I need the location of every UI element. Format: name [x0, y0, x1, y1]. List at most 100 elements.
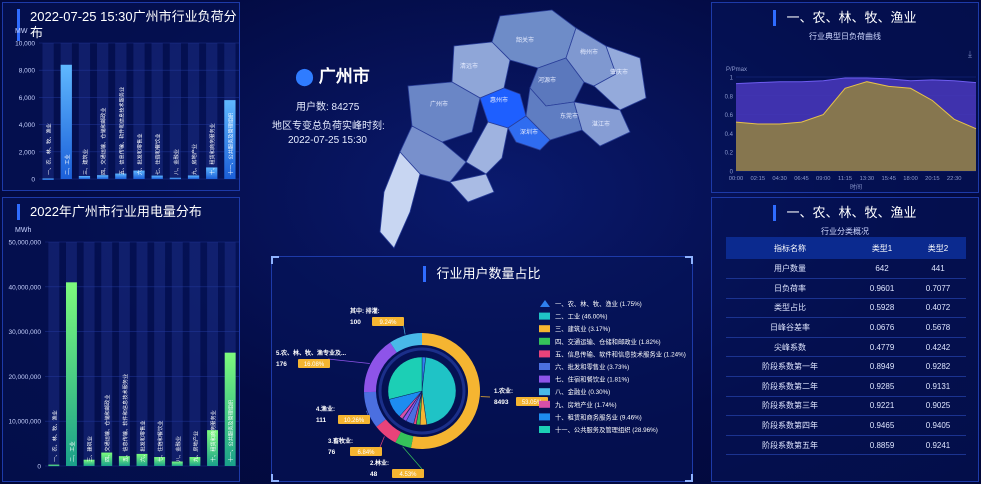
y-tick-label: 0.8	[725, 94, 734, 100]
ring-slice	[390, 333, 422, 353]
bar	[97, 175, 109, 179]
callout-count: 48	[370, 471, 378, 478]
legend-marker	[539, 426, 550, 433]
table-cell: 阶段系数第四年	[726, 415, 855, 436]
bar-background	[48, 242, 60, 466]
panel-subtitle: 行业分类概况	[821, 227, 869, 236]
category-label: 九、房地产业	[190, 144, 198, 175]
y-tick-label: 0.2	[725, 151, 734, 157]
table-row: 阶段系数第一年 0.8949 0.9282	[726, 356, 966, 378]
table-cell: 441	[910, 259, 966, 280]
map-region-label: 广州市	[430, 100, 448, 108]
download-icon[interactable]: ⤓	[968, 49, 972, 59]
table-cell: 0.9465	[854, 415, 911, 436]
legend-label: 六、批发和零售业 (3.73%)	[555, 362, 629, 371]
category-label: 十、租赁和商务服务业	[208, 123, 216, 175]
column-header: 指标名称	[726, 237, 855, 259]
legend-marker	[539, 325, 550, 333]
legend-label: 一、农、林、牧、渔业 (1.75%)	[555, 299, 642, 308]
table-cell: 0.8949	[854, 356, 911, 378]
location-pin-icon: ⬤	[295, 67, 315, 86]
load-bar-chart: MW 0 2,000 4,000 6,000 8,000 10,000 一、农、林、牧、渔业二…	[15, 28, 239, 184]
category-label: 八、金融业	[172, 149, 180, 175]
callout-name: 4.渔业:	[316, 405, 335, 413]
category-label: 五、信息传输、软件和信息技术服务业	[121, 374, 129, 462]
x-tick-label: 22:30	[947, 176, 962, 182]
table-cell: 0.9221	[854, 396, 911, 417]
map-region-label: 梅州市	[580, 48, 598, 56]
pie-slice	[387, 356, 423, 400]
category-label: 六、批发和零售业	[136, 133, 144, 175]
panel-title: 一、农、林、牧、渔业	[773, 205, 917, 221]
legend-label: 五、信息传输、软件和信息技术服务业 (1.24%)	[555, 349, 686, 358]
callout-percent: 10.26%	[344, 418, 365, 424]
category-label: 一、农、林、牧、渔业	[45, 123, 53, 175]
y-axis-unit: P/Pmax	[726, 67, 747, 73]
ring-slice	[395, 431, 414, 448]
map-region	[465, 121, 509, 175]
city-heading: ⬤ 广州市	[295, 62, 370, 87]
load-curve-panel: 一、农、林、牧、渔业 行业典型日负荷曲线 ⤓ P/Pmax 0 0.2 0.4 0.6 0…	[711, 2, 979, 193]
electricity-distribution-panel: 2022年广州市行业用电量分布 MWh 0 10,000,000 20,000,000…	[2, 197, 240, 482]
legend-label: 十、租赁和商务服务业 (9.46%)	[555, 412, 642, 421]
legend-label: 九、房地产业 (1.74%)	[555, 400, 617, 409]
bar	[115, 173, 127, 179]
table-cell: 0.7077	[910, 278, 966, 299]
callout-line	[379, 436, 385, 448]
callout-name: 2.林业:	[370, 459, 389, 467]
bar	[83, 459, 95, 466]
table-cell: 类型占比	[726, 298, 855, 319]
bar-background	[169, 43, 181, 179]
category-label: 七、住宿和餐饮业	[154, 133, 162, 175]
legend-label: 八、金融业 (0.30%)	[555, 387, 610, 396]
ring-separator	[378, 347, 466, 435]
column-header: 类型1	[854, 237, 911, 259]
x-tick-label: 00:00	[729, 176, 744, 182]
callout-line	[366, 410, 369, 416]
y-tick-label: 0	[730, 170, 734, 176]
y-tick-label: 1	[730, 76, 734, 82]
y-tick-label: 0.4	[725, 132, 734, 138]
category-label: 四、交通运输、仓储和邮政业	[99, 108, 107, 175]
y-tick-label: 6,000	[19, 95, 36, 102]
bar-background	[115, 43, 127, 179]
bar-background	[78, 43, 91, 179]
bar-background	[154, 242, 166, 466]
callout-percent: 9.24%	[379, 320, 397, 326]
bar	[187, 175, 200, 179]
category-label: 六、批发和零售业	[139, 420, 147, 462]
callout-count: 8493	[494, 399, 509, 406]
callout-percent: 4.53%	[399, 472, 417, 478]
bar-background	[97, 43, 109, 179]
category-label: 七、住宿和餐饮业	[156, 420, 164, 462]
ring-slice	[410, 333, 481, 449]
table-cell: 用户数量	[726, 259, 855, 280]
bar	[60, 64, 72, 179]
category-label: 二、工业	[68, 441, 76, 462]
legend-marker	[539, 400, 550, 408]
legend-marker	[539, 363, 550, 370]
legend-marker	[539, 375, 550, 383]
table-cell: 0.9282	[910, 356, 966, 378]
industry-users-pie-panel: 行业用户数量占比 1.农业: 8493 53.05% 2.林业: 48 4.53% 3.畜牧…	[271, 256, 693, 482]
callout-badge	[338, 415, 370, 424]
bar	[169, 177, 181, 180]
table-cell: 阶段系数第一年	[726, 356, 855, 378]
table-cell: 阶段系数第五年	[726, 435, 855, 456]
user-count: 用户数: 84275	[296, 102, 360, 113]
callout-count: 100	[350, 319, 361, 326]
bar	[154, 457, 166, 466]
x-axis-label: 时间	[850, 183, 862, 191]
ring-slice	[376, 419, 401, 443]
table-cell: 尖峰系数	[726, 337, 855, 358]
y-axis-unit: MW	[15, 28, 28, 35]
legend-label: 七、住宿和餐饮业 (1.81%)	[555, 375, 629, 384]
y-tick-label: 20,000,000	[8, 374, 41, 381]
y-tick-label: 0.6	[725, 113, 734, 119]
bar	[101, 452, 113, 466]
bar	[133, 170, 145, 179]
x-tick-label: 02:15	[751, 176, 766, 182]
bar	[78, 176, 91, 179]
table-body: 用户数量 642 441 日负荷率 0.9601 0.7077 类型占比 0.5928 0.40…	[726, 259, 966, 456]
